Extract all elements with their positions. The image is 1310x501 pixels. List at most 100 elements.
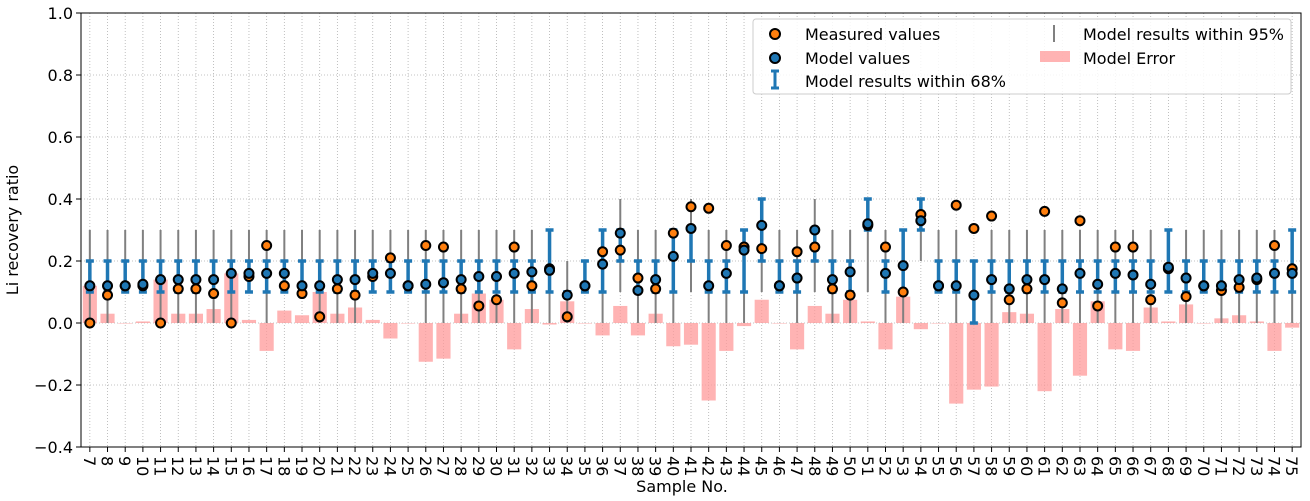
x-tick-label: 57 — [964, 456, 983, 476]
x-tick-label: 18 — [274, 456, 293, 476]
model-error-bar — [719, 323, 734, 351]
x-tick-label: 46 — [769, 456, 788, 476]
measured-point — [208, 288, 220, 300]
model-point — [579, 280, 591, 292]
points-layer — [84, 199, 1298, 329]
model-point — [632, 284, 644, 296]
model-error-bar — [118, 323, 133, 324]
measured-point — [597, 246, 609, 258]
x-tick-label: 11 — [151, 456, 170, 476]
model-point — [1180, 272, 1192, 284]
model-point — [296, 280, 308, 292]
x-tick-label: 7 — [80, 456, 99, 466]
model-point — [491, 271, 503, 282]
model-point — [933, 280, 945, 292]
measured-point — [491, 294, 503, 306]
x-tick-label: 61 — [1035, 456, 1054, 476]
model-point — [862, 218, 874, 230]
model-error-bar — [1072, 323, 1088, 376]
measured-point — [508, 241, 520, 253]
legend-error-label: Model Error — [1083, 49, 1176, 68]
x-tick-label: 68 — [1158, 456, 1177, 476]
y-tick-label: 0.6 — [48, 128, 73, 147]
model-point — [137, 278, 149, 290]
x-tick-label: 41 — [681, 456, 700, 476]
x-tick-label: 40 — [663, 456, 682, 476]
x-tick-label: 14 — [204, 456, 223, 476]
measured-point — [950, 199, 962, 211]
measured-point — [1268, 240, 1280, 251]
model-point — [455, 274, 467, 286]
x-tick-label: 17 — [257, 456, 276, 476]
model-error-bar — [401, 323, 416, 324]
model-point — [208, 274, 220, 286]
x-tick-label: 12 — [168, 456, 187, 476]
x-tick-label: 32 — [522, 456, 541, 476]
measured-point — [261, 240, 273, 251]
x-tick-label: 44 — [734, 456, 753, 476]
x-tick-label: 29 — [469, 456, 488, 476]
x-tick-label: 63 — [1070, 456, 1089, 476]
x-tick-label: 69 — [1176, 456, 1195, 476]
legend-measured-label: Measured values — [805, 25, 940, 44]
measured-point — [225, 317, 237, 329]
legend: Measured values Model values Model resul… — [752, 18, 1292, 95]
x-tick-label: 35 — [575, 456, 594, 476]
x-tick-label: 51 — [858, 456, 877, 476]
model-point — [349, 274, 361, 286]
measured-point — [437, 241, 449, 253]
model-error-bar — [1108, 323, 1123, 350]
x-tick-label: 22 — [345, 456, 364, 476]
measured-point — [703, 202, 715, 214]
x-tick-label: 33 — [540, 456, 559, 476]
model-point — [1251, 272, 1263, 284]
model-point — [225, 267, 237, 279]
model-error-bar — [807, 305, 822, 323]
measured-point — [172, 283, 184, 295]
x-tick-label: 59 — [999, 456, 1018, 476]
model-point — [278, 267, 290, 279]
measured-point — [314, 311, 326, 323]
model-error-bar — [878, 323, 893, 350]
measured-point — [1180, 291, 1192, 303]
model-error-bar — [1267, 323, 1282, 351]
x-tick-label: 73 — [1247, 456, 1266, 476]
x-tick-label: 15 — [221, 456, 240, 476]
ci68-errorbar — [740, 228, 749, 294]
model-point — [650, 274, 662, 286]
model-point — [968, 289, 980, 301]
measured-point — [1056, 297, 1068, 309]
model-error-bar — [1161, 321, 1176, 323]
measured-point — [720, 240, 732, 251]
ci68-errorbar — [1288, 228, 1297, 294]
model-error-bar — [772, 323, 787, 324]
ci68-errorbar — [545, 228, 554, 294]
y-axis-title: Li recovery ratio — [3, 165, 22, 295]
x-axis-title: Sample No. — [636, 477, 728, 496]
x-tick-label: 49 — [822, 456, 841, 476]
model-error-bar — [277, 310, 292, 323]
model-error-bar — [666, 323, 681, 347]
model-point — [685, 222, 697, 234]
x-tick-label: 38 — [628, 456, 647, 476]
x-tick-label: 21 — [327, 456, 346, 476]
model-error-bar — [736, 323, 752, 327]
measured-point — [1021, 283, 1033, 295]
x-tick-label: 66 — [1123, 456, 1142, 476]
x-tick-label: 70 — [1194, 456, 1213, 476]
y-tick-label: 0.8 — [48, 66, 73, 85]
measured-point — [384, 252, 396, 264]
model-point — [614, 227, 626, 239]
model-error-bar — [984, 323, 999, 387]
model-error-bar — [507, 323, 522, 350]
model-point — [420, 278, 432, 290]
x-tick-label: 50 — [840, 456, 859, 476]
x-tick-label: 74 — [1264, 456, 1283, 476]
model-point — [844, 266, 856, 278]
x-tick-label: 42 — [699, 456, 718, 476]
model-point — [1286, 267, 1298, 279]
measured-point — [455, 283, 467, 295]
measured-point — [667, 227, 679, 239]
model-error-bar — [613, 305, 628, 323]
